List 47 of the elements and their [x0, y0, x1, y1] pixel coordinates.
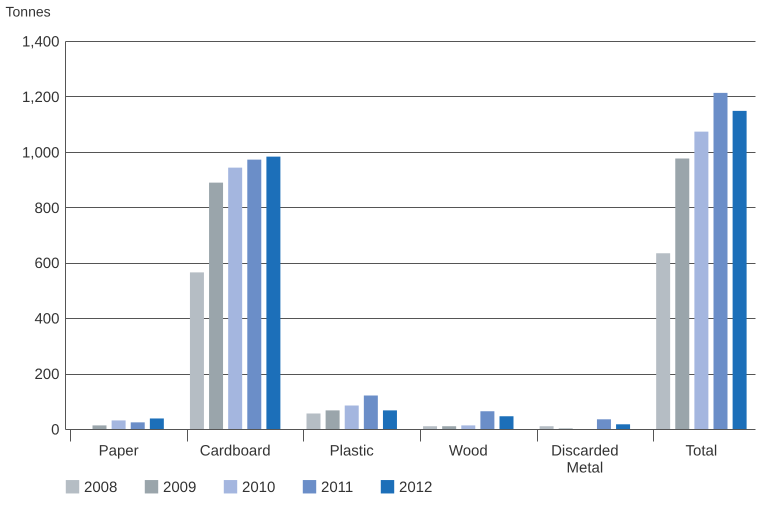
- x-tick-label: Total: [686, 442, 718, 460]
- bar: [732, 110, 747, 429]
- x-tick-label: Paper: [98, 442, 139, 460]
- y-tick-label: 1,400: [22, 34, 60, 50]
- bar: [442, 426, 456, 429]
- bar: [423, 426, 438, 429]
- legend-label: 2009: [163, 478, 196, 496]
- y-tick-label: 200: [34, 366, 60, 384]
- bar: [92, 425, 106, 429]
- x-tick-label: Cardboard: [200, 442, 271, 460]
- legend-label: 2011: [321, 478, 354, 496]
- bar: [480, 411, 494, 429]
- bar: [596, 419, 611, 429]
- bar: [344, 405, 359, 429]
- y-tick-label: 1,000: [22, 144, 60, 162]
- y-tick-label: 1,200: [22, 88, 60, 106]
- bar: [616, 424, 630, 429]
- bar: [112, 420, 126, 429]
- x-tick-label: Discarded Metal: [551, 442, 619, 476]
- y-axis-title: Tonnes: [6, 4, 51, 20]
- bar: [326, 410, 340, 429]
- y-tick-label: 800: [34, 200, 60, 217]
- bar: [382, 410, 397, 429]
- bar: [540, 426, 554, 429]
- bar: [656, 253, 670, 429]
- bar: [500, 416, 514, 429]
- bar: [266, 156, 280, 429]
- legend-label: 2010: [242, 478, 276, 496]
- legend-label: 2008: [84, 478, 118, 496]
- bar: [247, 160, 262, 429]
- bar: [228, 168, 242, 429]
- y-tick-label: 600: [34, 255, 60, 272]
- bar: [364, 395, 378, 429]
- y-tick-label: 0: [51, 422, 60, 438]
- legend-label: 2012: [399, 478, 432, 496]
- bar: [694, 132, 708, 429]
- x-tick-label: Wood: [448, 442, 488, 460]
- bar: [675, 158, 690, 429]
- bar: [714, 92, 728, 429]
- y-tick-label: 400: [34, 310, 60, 328]
- bar: [130, 422, 145, 429]
- x-tick-label: Plastic: [330, 442, 374, 460]
- bar: [190, 272, 204, 429]
- bar: [150, 418, 164, 429]
- bar: [461, 425, 476, 429]
- bar: [306, 413, 320, 429]
- bar: [209, 182, 224, 429]
